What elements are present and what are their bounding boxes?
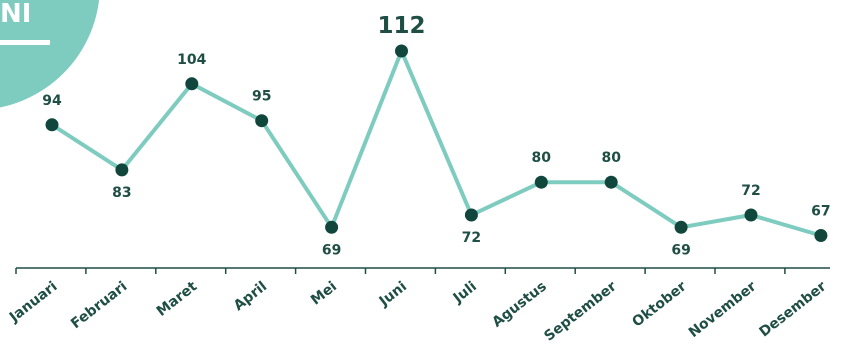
data-point-agustus — [534, 175, 548, 189]
x-tick-label-oktober: Oktober — [629, 278, 689, 330]
data-label-januari: 94 — [42, 93, 62, 109]
data-points — [45, 44, 828, 242]
data-point-mei — [325, 220, 339, 234]
data-point-april — [255, 114, 269, 128]
x-tick-label-agustus: Agustus — [489, 279, 549, 331]
data-point-oktober — [674, 220, 688, 234]
data-label-september: 80 — [601, 150, 621, 166]
data-label-november: 72 — [741, 183, 760, 199]
x-tick-label-januari: Januari — [6, 279, 61, 327]
data-label-oktober: 69 — [671, 242, 690, 258]
data-point-november — [744, 208, 758, 222]
badge-circle — [0, 0, 100, 108]
data-label-februari: 83 — [112, 185, 131, 201]
series-line — [50, 49, 823, 238]
x-tick-label-februari: Februari — [68, 279, 130, 333]
data-point-maret — [185, 77, 199, 91]
x-tick-label-maret: Maret — [154, 278, 201, 319]
badge-text: NI — [0, 0, 31, 29]
x-tick-labels: Januari Februari Maret April Mei Juni Juli Agus… — [6, 278, 830, 344]
data-point-januari — [45, 118, 59, 132]
x-tick-label-juli: Juli — [450, 279, 480, 307]
x-axis-ticks — [15, 268, 786, 274]
x-tick-label-juni: Juni — [376, 279, 410, 311]
data-point-juli — [464, 208, 478, 222]
data-point-desember — [814, 229, 828, 242]
data-label-agustus: 80 — [532, 150, 552, 166]
data-labels: 94 83 104 95 69 112 72 80 80 69 72 67 — [42, 13, 830, 258]
data-label-maret: 104 — [177, 52, 206, 68]
data-point-juni — [395, 44, 408, 58]
data-label-juni: 112 — [377, 13, 425, 39]
data-label-desember: 67 — [811, 204, 830, 220]
badge-underline — [0, 40, 50, 45]
data-point-september — [604, 175, 618, 189]
x-tick-label-september: September — [541, 278, 619, 344]
x-tick-label-april: April — [231, 279, 270, 315]
data-label-april: 95 — [252, 89, 271, 105]
data-point-februari — [115, 163, 129, 177]
data-label-mei: 69 — [322, 242, 341, 258]
corner-badge: NI — [0, 0, 100, 108]
x-tick-label-desember: Desember — [757, 278, 830, 340]
x-tick-label-mei: Mei — [308, 279, 340, 309]
data-label-juli: 72 — [462, 230, 481, 246]
x-tick-label-november: November — [686, 278, 760, 341]
